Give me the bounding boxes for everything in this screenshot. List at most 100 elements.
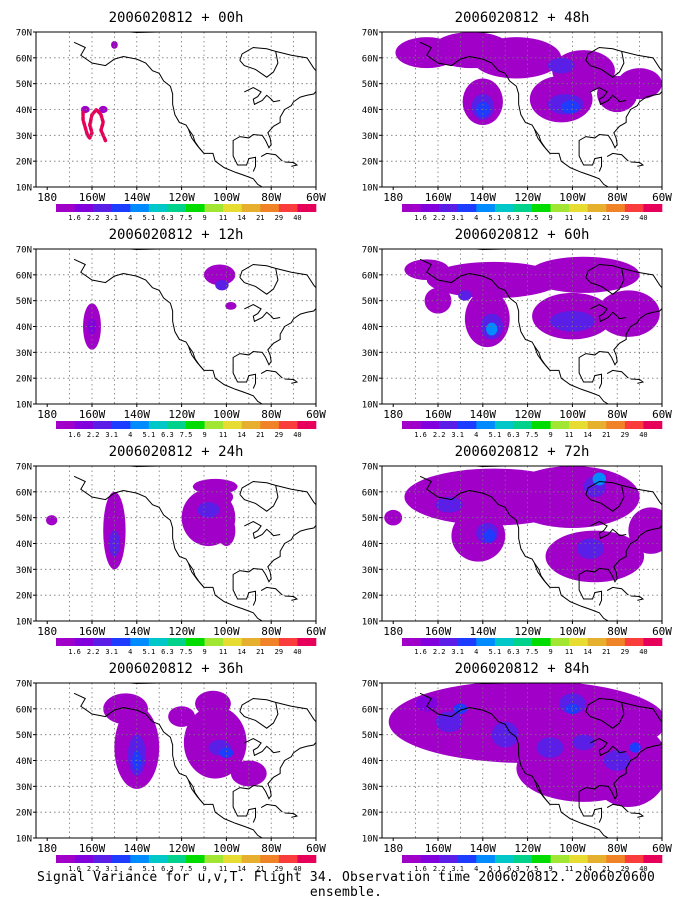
- lon-tick-label: 160W: [425, 191, 452, 204]
- lon-tick-label: 160W: [79, 191, 106, 204]
- colorbar-label: 14: [237, 865, 245, 873]
- lat-tick-label: 50N: [362, 80, 378, 90]
- lon-tick-label: 140W: [470, 408, 497, 421]
- colorbar-label: 3.1: [451, 431, 464, 439]
- colorbar-swatch: [513, 204, 533, 212]
- lat-tick-label: 30N: [362, 566, 378, 576]
- map-panel: 2006020812 + 72h 70N 60N 50N 40N 30N 20N 10N 180…: [348, 442, 673, 656]
- panel-title: 2006020812 + 60h: [455, 227, 590, 243]
- colorbar-label: 9: [548, 431, 552, 439]
- colorbar-swatch: [148, 421, 168, 429]
- colorbar-swatch: [624, 204, 644, 212]
- lat-tick-label: 30N: [362, 783, 378, 793]
- colorbar-label: 14: [583, 214, 591, 222]
- lon-tick-label: 60W: [306, 625, 326, 638]
- colorbar-label: 5.1: [143, 431, 156, 439]
- colorbar-swatch: [93, 855, 113, 863]
- colorbar-swatch: [111, 855, 131, 863]
- colorbar-label: 14: [237, 648, 245, 656]
- colorbar-label: 3.1: [105, 865, 118, 873]
- lon-tick-label: 180: [383, 625, 403, 638]
- coastline: [187, 128, 205, 154]
- colorbar-swatch: [624, 421, 644, 429]
- lat-tick-label: 40N: [16, 540, 32, 550]
- coastline: [533, 562, 551, 588]
- colorbar-swatch: [550, 421, 570, 429]
- colorbar-label: 7.5: [526, 865, 539, 873]
- coastline: [533, 128, 551, 154]
- coastline: [533, 345, 551, 371]
- colorbar-swatch: [223, 204, 243, 212]
- colorbar-swatch: [241, 421, 261, 429]
- colorbar-swatch: [494, 638, 514, 646]
- lat-tick-label: 60N: [362, 705, 378, 715]
- variance-region: [592, 472, 606, 486]
- lon-tick-label: 80W: [261, 191, 281, 204]
- colorbar-swatch: [550, 204, 570, 212]
- lon-tick-label: 140W: [470, 191, 497, 204]
- colorbar-swatch: [297, 204, 317, 212]
- colorbar-label: 11: [565, 648, 573, 656]
- colorbar-swatch: [402, 421, 421, 429]
- coastline: [585, 46, 625, 78]
- colorbar-swatch: [532, 638, 551, 646]
- lon-tick-label: 80W: [607, 191, 627, 204]
- colorbar-swatch: [402, 855, 421, 863]
- lon-tick-label: 140W: [470, 842, 497, 855]
- coastline: [239, 697, 279, 729]
- lon-tick-label: 140W: [124, 408, 151, 421]
- lon-tick-label: 180: [383, 191, 403, 204]
- colorbar-swatch: [606, 638, 626, 646]
- colorbar-swatch: [569, 421, 589, 429]
- lon-tick-label: 120W: [514, 842, 541, 855]
- colorbar-swatch: [550, 638, 570, 646]
- colorbar-swatch: [74, 204, 94, 212]
- lat-tick-label: 20N: [16, 158, 32, 168]
- coastline: [232, 796, 257, 823]
- lon-tick-label: 100W: [213, 842, 240, 855]
- colorbar-label: 5.1: [143, 214, 156, 222]
- colorbar-label: 2.2: [433, 214, 446, 222]
- lat-tick-label: 60N: [16, 54, 32, 64]
- colorbar-swatch: [204, 855, 224, 863]
- colorbar-label: 11: [565, 431, 573, 439]
- colorbar-label: 6.3: [161, 865, 174, 873]
- colorbar-swatch: [130, 204, 150, 212]
- lon-tick-label: 60W: [306, 191, 326, 204]
- variance-region: [384, 509, 403, 526]
- colorbar-swatch: [532, 204, 551, 212]
- lat-tick-label: 70N: [362, 29, 378, 39]
- colorbar-swatch: [476, 421, 496, 429]
- lon-tick-label: 80W: [607, 842, 627, 855]
- variance-region: [426, 261, 562, 299]
- colorbar-swatch: [457, 421, 477, 429]
- colorbar-swatch: [643, 421, 663, 429]
- lon-tick-label: 120W: [514, 408, 541, 421]
- coastline: [284, 812, 299, 818]
- colorbar-label: 21: [602, 214, 610, 222]
- variance-region: [486, 322, 498, 336]
- colorbar-label: 4: [128, 214, 132, 222]
- lat-tick-label: 40N: [362, 323, 378, 333]
- lat-tick-label: 10N: [362, 184, 378, 194]
- colorbar-swatch: [148, 855, 168, 863]
- coastline: [621, 484, 662, 506]
- coastline: [73, 258, 263, 404]
- panel-title: 2006020812 + 12h: [109, 227, 244, 243]
- colorbar-swatch: [494, 204, 514, 212]
- coastline: [630, 812, 645, 818]
- colorbar-label: 2.2: [87, 214, 100, 222]
- lat-tick-label: 20N: [16, 375, 32, 385]
- coastline: [187, 562, 205, 588]
- colorbar-label: 9: [548, 865, 552, 873]
- colorbar-label: 29: [621, 214, 629, 222]
- colorbar-swatch: [457, 204, 477, 212]
- colorbar-label: 14: [237, 431, 245, 439]
- lat-tick-label: 50N: [16, 80, 32, 90]
- colorbar-label: 1.6: [68, 431, 81, 439]
- lat-tick-label: 20N: [16, 809, 32, 819]
- colorbar-label: 40: [293, 214, 301, 222]
- colorbar-swatch: [402, 204, 421, 212]
- colorbar-swatch: [420, 421, 440, 429]
- colorbar-label: 5.1: [489, 431, 502, 439]
